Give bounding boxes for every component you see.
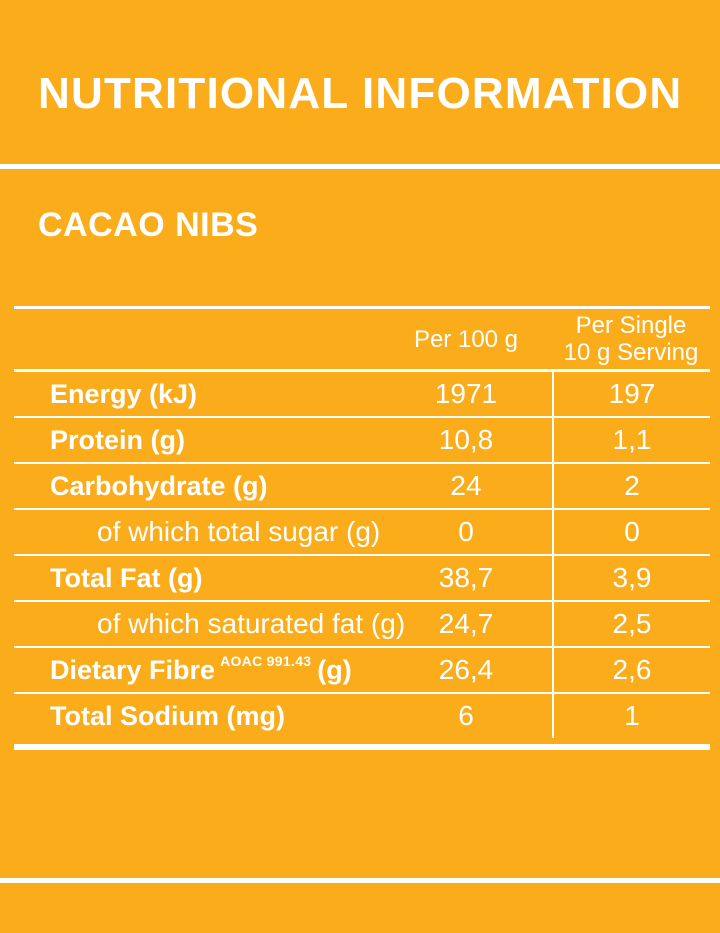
table-row-saturated-fat: of which saturated fat (g) 24,7 2,5 — [14, 602, 710, 648]
value-per-serving: 3,9 — [552, 556, 710, 600]
value-per-serving: 1 — [552, 694, 710, 738]
nutrient-sublabel: of which saturated fat (g) — [97, 608, 406, 639]
header-per-100g: Per 100 g — [380, 309, 552, 369]
table-header-row: Per 100 g Per Single 10 g Serving — [14, 306, 710, 372]
value-per-100g: 26,4 — [438, 654, 494, 685]
table-row-total-sugar: of which total sugar (g) 0 0 — [14, 510, 710, 556]
header-per-serving-line1: Per Single — [575, 312, 687, 339]
fibre-label-text: Dietary Fibre — [50, 654, 216, 685]
value-per-serving: 197 — [552, 372, 710, 416]
header-per-serving-line2: 10 g Serving — [563, 339, 699, 366]
value-per-100g: 38,7 — [438, 562, 494, 593]
table-row-total-sodium: Total Sodium (mg) 6 1 — [14, 694, 710, 738]
aoac-method-superscript: AOAC 991.43 — [220, 653, 312, 669]
table-row-energy: Energy (kJ) 1971 197 — [14, 372, 710, 418]
table-row-dietary-fibre: Dietary Fibre AOAC 991.43 (g) 26,4 2,6 — [14, 648, 710, 694]
nutrient-label: Total Fat (g) — [50, 562, 203, 593]
value-per-serving: 1,1 — [552, 418, 710, 462]
value-per-100g: 24 — [450, 470, 482, 501]
product-name: CACAO NIBS — [38, 206, 259, 244]
table-bottom-rule — [14, 744, 710, 750]
header-spacer — [14, 309, 380, 369]
nutrient-label: Protein (g) — [50, 424, 185, 455]
fibre-label-unit: (g) — [317, 654, 352, 685]
table-row-carbohydrate: Carbohydrate (g) 24 2 — [14, 464, 710, 510]
nutrient-label: Energy (kJ) — [50, 378, 198, 409]
table-row-protein: Protein (g) 10,8 1,1 — [14, 418, 710, 464]
value-per-serving: 0 — [552, 510, 710, 554]
nutrient-label: Carbohydrate (g) — [50, 470, 268, 501]
value-per-100g: 0 — [458, 516, 474, 547]
value-per-100g: 6 — [458, 700, 474, 731]
header-per-100g-label: Per 100 g — [413, 325, 519, 353]
value-per-serving: 2,5 — [552, 602, 710, 646]
table-row-total-fat: Total Fat (g) 38,7 3,9 — [14, 556, 710, 602]
value-per-100g: 1971 — [434, 378, 498, 409]
nutrient-label: Total Sodium (mg) — [50, 700, 285, 731]
footer-divider — [0, 878, 720, 883]
value-per-serving: 2 — [552, 464, 710, 508]
nutrient-sublabel: of which total sugar (g) — [97, 516, 381, 547]
header-per-serving: Per Single 10 g Serving — [552, 309, 710, 369]
nutrition-table: Per 100 g Per Single 10 g Serving Energy… — [14, 306, 710, 750]
value-per-100g: 10,8 — [438, 424, 494, 455]
title-divider — [0, 164, 720, 169]
value-per-serving: 2,6 — [552, 648, 710, 692]
nutrient-label: Dietary Fibre AOAC 991.43 (g) — [14, 648, 380, 692]
page-title: NUTRITIONAL INFORMATION — [38, 69, 683, 118]
value-per-100g: 24,7 — [438, 608, 494, 639]
